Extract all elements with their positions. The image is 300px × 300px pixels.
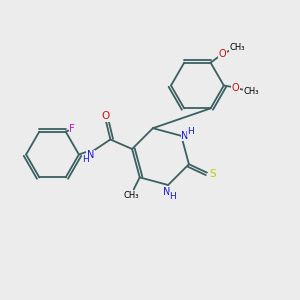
Text: F: F bbox=[69, 124, 75, 134]
Text: CH₃: CH₃ bbox=[124, 191, 139, 200]
Text: S: S bbox=[209, 169, 216, 179]
Text: CH₃: CH₃ bbox=[230, 43, 245, 52]
Text: N: N bbox=[87, 150, 94, 160]
Text: H: H bbox=[188, 128, 194, 136]
Text: N: N bbox=[181, 130, 189, 140]
Text: O: O bbox=[219, 49, 226, 58]
Text: H: H bbox=[82, 155, 89, 164]
Text: CH₃: CH₃ bbox=[243, 87, 259, 96]
Text: O: O bbox=[102, 111, 110, 121]
Text: N: N bbox=[163, 187, 170, 197]
Text: O: O bbox=[232, 83, 240, 93]
Text: H: H bbox=[169, 193, 176, 202]
